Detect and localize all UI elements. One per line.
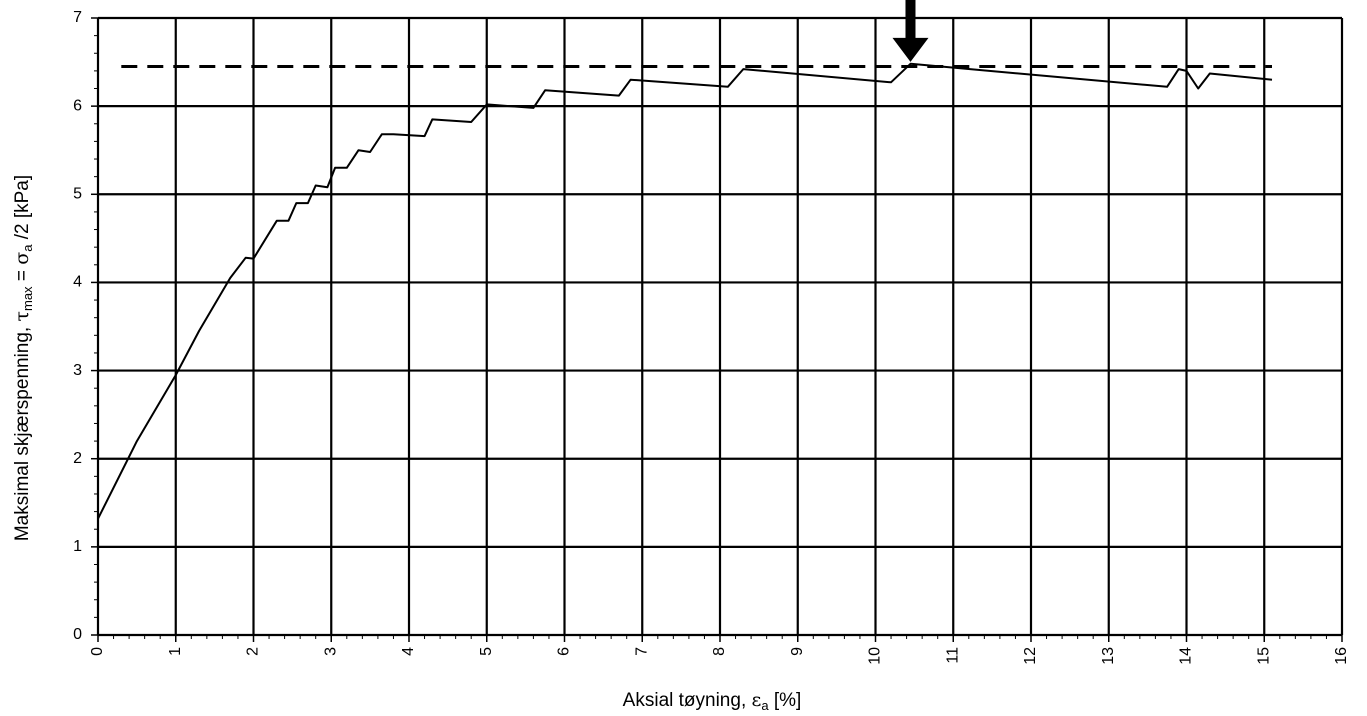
x-tick-label: 14 <box>1178 647 1195 665</box>
grid <box>91 16 1344 642</box>
x-tick-label: 2 <box>245 647 262 656</box>
y-tick-label: 7 <box>73 9 82 26</box>
x-tick-label: 10 <box>867 647 884 665</box>
y-tick-label: 1 <box>73 538 82 555</box>
x-tick-label: 6 <box>556 647 573 656</box>
x-tick-label: 4 <box>400 647 417 656</box>
x-tick-label: 15 <box>1255 647 1272 665</box>
x-tick-label: 5 <box>478 647 495 656</box>
x-axis-title: Aksial tøyning, εa [%] <box>623 689 802 713</box>
y-axis-title: Maksimal skjærspenning, τmax = σa /2 [kP… <box>11 175 35 541</box>
y-tick-label: 6 <box>73 97 82 114</box>
x-tick-label: 9 <box>789 647 806 656</box>
x-tick-label: 13 <box>1100 647 1117 665</box>
x-tick-label: 11 <box>944 647 961 664</box>
y-tick-label: 0 <box>73 626 82 643</box>
y-tick-label: 5 <box>73 186 82 203</box>
series-group <box>97 62 1273 520</box>
x-tick-label: 7 <box>633 647 650 656</box>
x-tick-label: 12 <box>1022 647 1039 665</box>
y-tick-label: 4 <box>73 274 82 291</box>
series-line-solid <box>97 62 1273 520</box>
peak-arrow-icon <box>892 0 929 62</box>
annotations <box>892 0 929 62</box>
x-tick-label: 3 <box>322 647 339 656</box>
y-tick-label: 2 <box>73 450 82 467</box>
x-tick-labels: 0 1 2 3 4 5 6 7 8 9 10 11 12 13 14 15 16 <box>89 647 1350 665</box>
x-tick-label: 0 <box>89 647 106 656</box>
minor-ticks <box>94 35 1327 639</box>
x-tick-label: 1 <box>167 647 184 656</box>
x-tick-label: 16 <box>1333 647 1350 665</box>
x-tick-label: 8 <box>711 647 728 656</box>
y-tick-label: 3 <box>73 362 82 379</box>
y-tick-labels: 0 1 2 3 4 5 6 7 <box>73 9 82 643</box>
